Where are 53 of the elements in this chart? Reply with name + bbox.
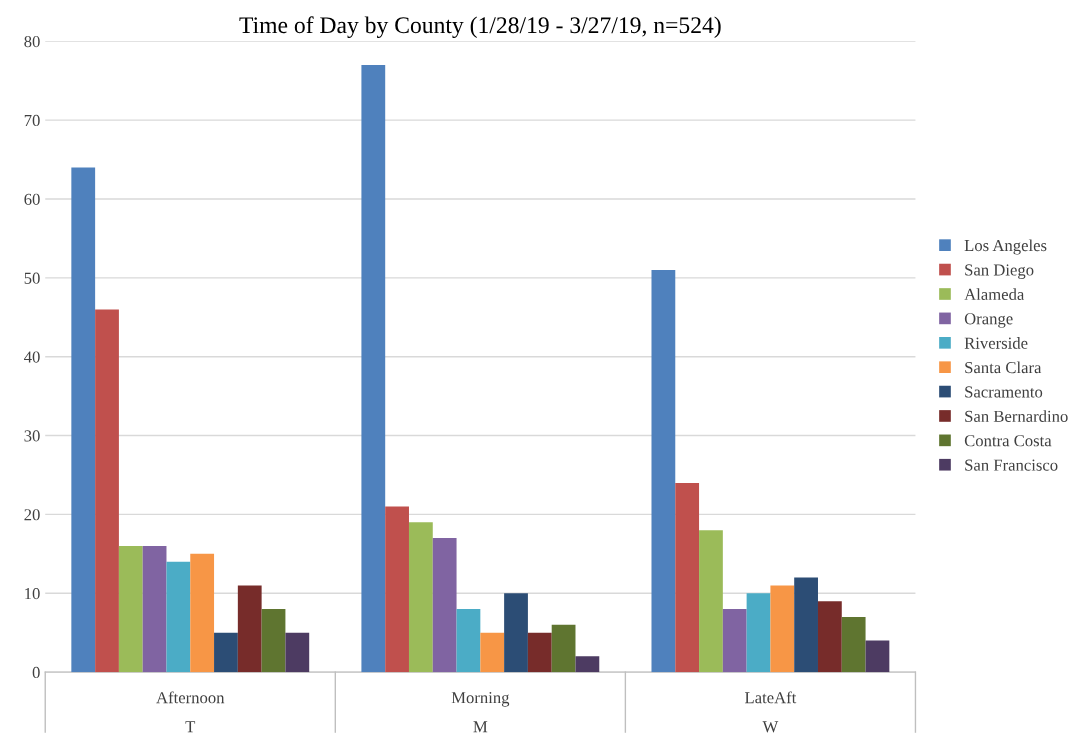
x-tick-label: LateAft W bbox=[744, 691, 797, 733]
legend-label: Alameda bbox=[964, 288, 1025, 300]
y-tick-label: 50 bbox=[24, 272, 40, 284]
bar bbox=[95, 309, 119, 673]
bar bbox=[746, 593, 771, 673]
bar bbox=[190, 553, 215, 673]
bar bbox=[551, 624, 576, 673]
legend-label: Los Angeles bbox=[964, 239, 1047, 255]
legend-label: Sacramento bbox=[965, 386, 1043, 398]
bar bbox=[237, 585, 262, 673]
bar bbox=[675, 482, 700, 673]
y-tick-label: 0 bbox=[32, 666, 40, 679]
bar bbox=[361, 64, 386, 673]
legend-label: San Francisco bbox=[965, 459, 1058, 471]
legend-label: San Bernardino bbox=[965, 410, 1068, 422]
chart-title: Time of Day by County (1/28/19 - 3/27/19, n=524) bbox=[239, 16, 721, 39]
bar bbox=[794, 577, 818, 673]
bar bbox=[527, 632, 552, 673]
legend-label: Riverside bbox=[964, 337, 1028, 349]
bar bbox=[456, 609, 481, 673]
bar bbox=[841, 616, 866, 673]
bar bbox=[142, 545, 167, 673]
y-tick-label: 20 bbox=[24, 509, 40, 521]
legend-label: Santa Clara bbox=[965, 361, 1042, 374]
bar bbox=[166, 561, 191, 673]
bar bbox=[408, 522, 433, 673]
bar bbox=[770, 585, 795, 673]
y-tick-label: 70 bbox=[24, 114, 40, 127]
bar bbox=[865, 640, 890, 673]
bar bbox=[214, 632, 238, 673]
bar bbox=[699, 530, 723, 673]
legend-label: Contra Costa bbox=[964, 435, 1052, 447]
bar bbox=[817, 601, 842, 673]
bar bbox=[480, 632, 505, 673]
bar bbox=[385, 506, 409, 673]
bar bbox=[285, 632, 310, 673]
bar bbox=[432, 538, 457, 673]
bar bbox=[504, 593, 528, 673]
legend-label: Orange bbox=[964, 313, 1013, 328]
bar bbox=[261, 609, 286, 673]
bar bbox=[575, 656, 600, 673]
y-tick-label: 60 bbox=[24, 193, 40, 205]
bar bbox=[118, 545, 143, 673]
y-tick-label: 10 bbox=[25, 587, 40, 600]
bar bbox=[722, 609, 747, 673]
y-tick-label: 40 bbox=[24, 351, 40, 363]
bar bbox=[71, 167, 96, 673]
x-tick-label: Afternoon T bbox=[156, 691, 225, 733]
legend-label: San Diego bbox=[965, 264, 1034, 279]
bar bbox=[651, 269, 676, 673]
y-tick-label: 80 bbox=[24, 35, 40, 48]
x-tick-label: Morning M bbox=[451, 692, 510, 733]
y-tick-label: 30 bbox=[24, 430, 40, 442]
